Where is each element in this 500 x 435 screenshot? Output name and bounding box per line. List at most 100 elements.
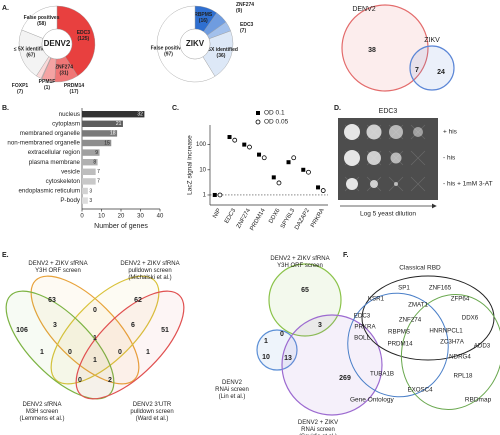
yeast-spot: [390, 152, 402, 164]
point: [286, 160, 291, 165]
label-line: DENV2 sfRNA: [22, 402, 61, 408]
point: [212, 192, 217, 197]
region-count: 1: [93, 357, 97, 364]
region-count: 2: [108, 377, 112, 384]
x-tick-label: 40: [157, 214, 164, 220]
y-tick-label: non-membraned organelle: [7, 140, 80, 147]
label-line: Y3H ORF screen: [277, 263, 323, 269]
label-line: DENV2 + ZIKV: [298, 420, 338, 426]
yeast-spot: [367, 151, 381, 165]
slice-label: False positives (97): [151, 46, 187, 58]
slice-label: EDC3 (7): [240, 22, 254, 34]
point: [227, 135, 232, 140]
label-line: (36): [217, 53, 226, 59]
yeast-spot: [413, 127, 423, 137]
x-tick-label: 10: [98, 214, 105, 220]
venn-set: [347, 292, 449, 398]
label-line: (97): [164, 52, 173, 58]
point: [320, 188, 326, 193]
value-label: 9: [95, 150, 98, 156]
region-count: 3: [318, 322, 322, 329]
region-count: 0: [68, 349, 72, 356]
gene-label: RBPMS: [388, 329, 410, 336]
point: [257, 152, 262, 157]
label-line: PRDM14: [64, 83, 85, 89]
center-label: ZIKV: [186, 39, 205, 48]
y-tick-label: plasma membrane: [29, 159, 81, 166]
label-line: PPM1F: [39, 79, 56, 85]
region-count: 62: [134, 297, 142, 304]
label-line: (7): [17, 89, 23, 95]
label-line: (1): [44, 85, 50, 91]
assay-title: EDC3: [379, 108, 398, 115]
label-line: DENV2 + ZIKV sfRNA: [270, 256, 329, 262]
gene-label: SP1: [398, 285, 410, 292]
x-tick-label: 20: [118, 214, 125, 220]
yeast-spot: [366, 124, 382, 140]
label-line: (7): [240, 28, 246, 34]
label-line: DENV2 + ZIKV sfRNA: [28, 261, 87, 267]
yeast-spot: [344, 124, 360, 140]
slice-label: False positives (58): [24, 16, 60, 28]
region-count: 1: [40, 349, 44, 356]
panel-label: E.: [2, 252, 9, 259]
label-line: FOXP1: [12, 83, 29, 89]
region-count: 6: [131, 322, 135, 329]
slice-label: EDC3 (125): [77, 31, 91, 43]
legend-marker: [256, 111, 260, 115]
point: [291, 155, 297, 161]
label-line: pulldown screen: [130, 409, 173, 415]
y-tick-label: nucleus: [59, 111, 80, 118]
venn-set: [341, 4, 429, 92]
bar: [82, 130, 118, 137]
label-line: ≤ 5X identified: [14, 47, 48, 53]
dilution-label: Log 5 yeast dilution: [360, 211, 416, 218]
yeast-spot: [394, 182, 398, 186]
venn-set: [361, 275, 495, 361]
region-count: 7: [415, 67, 419, 74]
y-tick-label: 10: [199, 167, 206, 173]
region-count: 0: [93, 307, 97, 314]
label-line: EDC3: [240, 22, 254, 28]
gene-label: ADD3: [474, 343, 491, 350]
label-line: ZNF274: [236, 2, 254, 8]
x-axis-title: Number of genes: [94, 223, 148, 230]
yeast-spot: [389, 125, 403, 139]
gene-label: DDX6: [462, 315, 479, 322]
gene-label: RPL18: [454, 373, 473, 380]
gene-label: KSR1: [368, 296, 385, 303]
region-count: 1: [264, 338, 268, 345]
x-tick-label: 30: [137, 214, 144, 220]
yeast-spot: [346, 178, 358, 190]
plate-cross: [410, 176, 426, 192]
value-label: 15: [104, 140, 110, 146]
set-label: ZIKV: [424, 37, 440, 44]
slice-label: ZNF274 (9): [236, 2, 254, 14]
slice-label: ≤ 5X identified (36): [204, 47, 238, 59]
slice-label: PRDM14 (17): [64, 83, 85, 95]
bar: [82, 178, 96, 185]
yeast-spot: [370, 180, 378, 188]
panel-label: A.: [2, 5, 9, 12]
gene-label: ZFP64: [451, 296, 470, 303]
region-count: 65: [301, 287, 309, 294]
value-label: 8: [93, 160, 96, 166]
label-line: False positives: [24, 16, 60, 22]
value-label: 7: [97, 169, 100, 175]
region-count: 13: [284, 355, 292, 362]
gene-label: ZMAT1: [408, 302, 428, 309]
donut-hole: [179, 28, 211, 60]
panel-label: B.: [2, 105, 9, 112]
value-label: 7: [97, 179, 100, 185]
venn-set: [5, 290, 115, 400]
legend-label: OD 0.1: [264, 110, 285, 117]
venn-set: [256, 329, 298, 371]
label-line: Y3H ORF screen: [35, 268, 81, 274]
bar: [82, 197, 88, 204]
value-label: 3: [89, 198, 92, 204]
gene-label: ZC3H7A: [440, 339, 465, 346]
set-label: DENV2 sfRNA M3H screen (Lemmens et al.): [19, 402, 64, 422]
label-line: DENV2: [352, 6, 375, 13]
label-line: RBPMS: [194, 12, 213, 18]
label-line: (58): [37, 22, 46, 28]
